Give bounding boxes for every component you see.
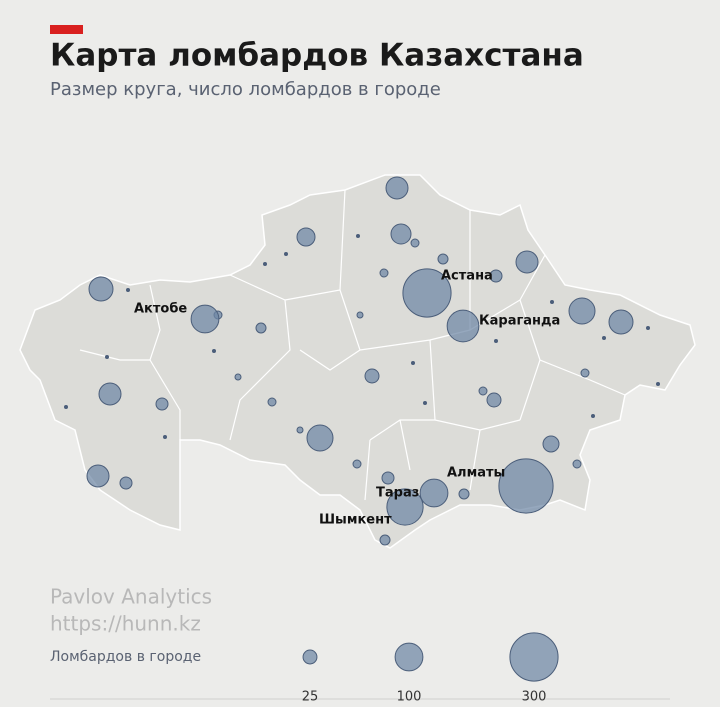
subtitle: Размер круга, число ломбардов в городе	[50, 79, 441, 100]
city-bubble	[386, 488, 424, 526]
title: Карта ломбардов Казахстана	[50, 38, 584, 74]
legend-size-label: 300	[522, 690, 547, 705]
legend-label: Ломбардов в городе	[50, 649, 201, 665]
country-map	[19, 174, 696, 549]
legend-size-label: 25	[302, 690, 319, 705]
legend-bubble	[509, 632, 559, 682]
city-label: Астана	[441, 269, 493, 284]
city-bubble	[419, 478, 449, 508]
city-label: Актобе	[134, 302, 187, 317]
legend-size-label: 100	[397, 690, 422, 705]
city-bubble	[402, 268, 452, 318]
legend-bubble	[394, 642, 424, 672]
city-bubble	[190, 304, 220, 334]
city-bubble	[498, 458, 554, 514]
credit: https://hunn.kz	[50, 612, 201, 636]
city-bubble	[446, 309, 480, 343]
legend-bubble	[302, 649, 318, 665]
accent-bar	[50, 25, 83, 34]
city-label: Караганда	[479, 314, 560, 329]
city-label: Тараз	[376, 486, 419, 501]
city-label: Шымкент	[319, 513, 392, 528]
minor-bubbles	[64, 176, 660, 546]
credit: Pavlov Analytics	[50, 585, 212, 609]
city-label: Алматы	[447, 466, 505, 481]
